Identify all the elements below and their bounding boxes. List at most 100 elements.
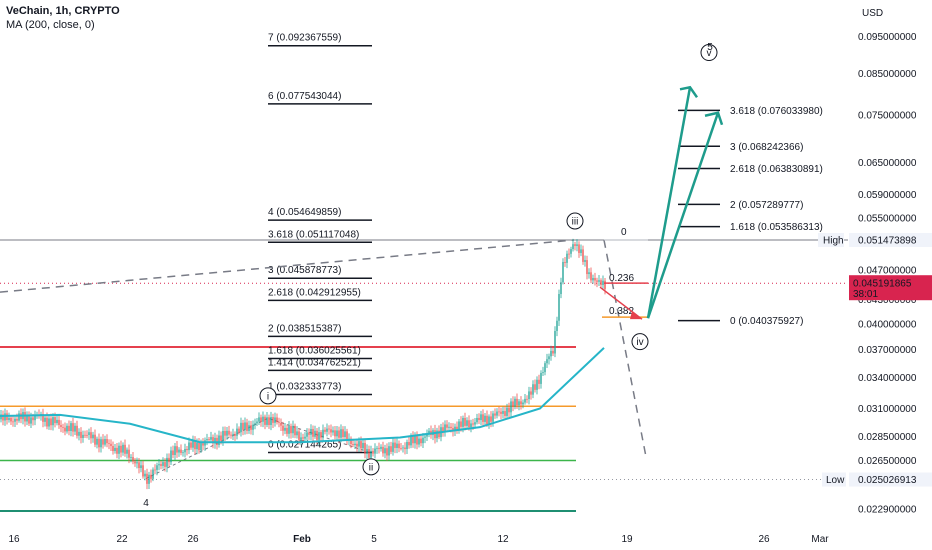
wave-label: ii <box>369 462 373 473</box>
candle-body <box>504 411 506 416</box>
candle-body <box>206 439 208 441</box>
candle-body <box>152 469 154 479</box>
wave-label: v <box>707 48 712 59</box>
candle-body <box>398 443 400 449</box>
candle-body <box>456 426 458 431</box>
candle-body <box>54 417 56 424</box>
candle-body <box>110 443 112 446</box>
candle-body <box>230 434 232 436</box>
candle-body <box>324 429 326 432</box>
candle-body <box>350 438 352 445</box>
candle-body <box>460 421 462 427</box>
candle-body <box>308 432 310 435</box>
candle-body <box>408 441 410 446</box>
price-tick: 0.028500000 <box>858 432 917 443</box>
candle-body <box>356 443 358 447</box>
candle-body <box>510 401 512 413</box>
candle-body <box>210 437 212 440</box>
candle-body <box>296 431 298 436</box>
candle-body <box>328 428 330 430</box>
candle-body <box>332 430 334 433</box>
candle-body <box>34 415 36 421</box>
time-tick: 26 <box>758 534 770 545</box>
candle-body <box>492 413 494 422</box>
candle-body <box>482 414 484 422</box>
candle-body <box>232 433 234 435</box>
low-value-bg <box>849 472 932 487</box>
candle-body <box>406 441 408 450</box>
candle-body <box>208 439 210 440</box>
candle-body <box>242 422 244 430</box>
candle-body <box>506 407 508 416</box>
fib-left-label: 7 (0.092367559) <box>268 33 341 44</box>
candle-body <box>522 402 524 405</box>
candle-body <box>122 444 124 453</box>
candle-body <box>78 431 80 436</box>
candle-body <box>396 443 398 448</box>
time-axis: 16 22 26 Feb 5 12 19 26 Mar <box>8 534 829 545</box>
candle-body <box>12 421 14 423</box>
candle-body <box>420 438 422 444</box>
candle-body <box>496 411 498 416</box>
candle-body <box>466 420 468 426</box>
wave-label: iii <box>572 216 579 227</box>
candle-body <box>544 363 546 373</box>
time-tick: 22 <box>116 534 128 545</box>
price-tick: 0.022900000 <box>858 505 917 516</box>
candle-body <box>154 469 156 471</box>
bar-countdown: 38:01 <box>853 289 878 300</box>
candle-body <box>494 413 496 416</box>
candle-body <box>500 411 502 414</box>
symbol-title: VeChain, 1h, CRYPTO <box>6 5 120 17</box>
candle-body <box>58 419 60 426</box>
candle-body <box>82 434 84 439</box>
current-price: 0.045191865 <box>853 279 912 290</box>
candle-body <box>470 423 472 428</box>
candle-body <box>362 442 364 449</box>
candle-body <box>358 441 360 447</box>
candle-body <box>288 426 290 434</box>
candle-body <box>392 442 394 452</box>
candle-body <box>282 425 284 431</box>
candle-body <box>190 442 192 448</box>
candle-body <box>212 437 214 444</box>
candle-body <box>66 425 68 432</box>
candle-body <box>226 430 228 436</box>
price-tick: 0.059000000 <box>858 190 917 201</box>
candle-body <box>488 416 490 425</box>
candle-body <box>520 401 522 405</box>
candle-body <box>462 417 464 427</box>
candle-body <box>412 436 414 444</box>
candle-body <box>64 427 66 432</box>
candle-body <box>582 249 584 262</box>
candle-body <box>530 391 532 395</box>
candle-body <box>200 443 202 451</box>
candle-body <box>144 473 146 477</box>
candle-body <box>202 443 204 446</box>
high-label: High <box>823 235 844 246</box>
wave-projection: 0 0.236 0.382 <box>599 85 724 320</box>
candle-body <box>566 253 568 263</box>
candle-body <box>214 437 216 444</box>
candle-body <box>28 415 30 424</box>
candle-body <box>84 434 86 436</box>
candle-body <box>256 421 258 424</box>
candle-body <box>306 432 308 437</box>
fib-left-label: 0 (0.027144265) <box>268 440 341 451</box>
candle-body <box>524 398 526 403</box>
candle-body <box>166 457 168 467</box>
candle-body <box>382 446 384 454</box>
fib-left-label: 6 (0.077543044) <box>268 91 341 102</box>
candle-body <box>112 445 114 452</box>
candle-body <box>474 422 476 425</box>
candle-body <box>278 422 280 424</box>
candle-body <box>436 430 438 439</box>
fib-right-label: 3.618 (0.076033980) <box>730 106 823 117</box>
time-tick: Mar <box>811 534 829 545</box>
candle-body <box>312 428 314 437</box>
candle-body <box>132 457 134 462</box>
time-tick: 5 <box>371 534 377 545</box>
candle-body <box>386 448 388 456</box>
candle-body <box>498 411 500 413</box>
